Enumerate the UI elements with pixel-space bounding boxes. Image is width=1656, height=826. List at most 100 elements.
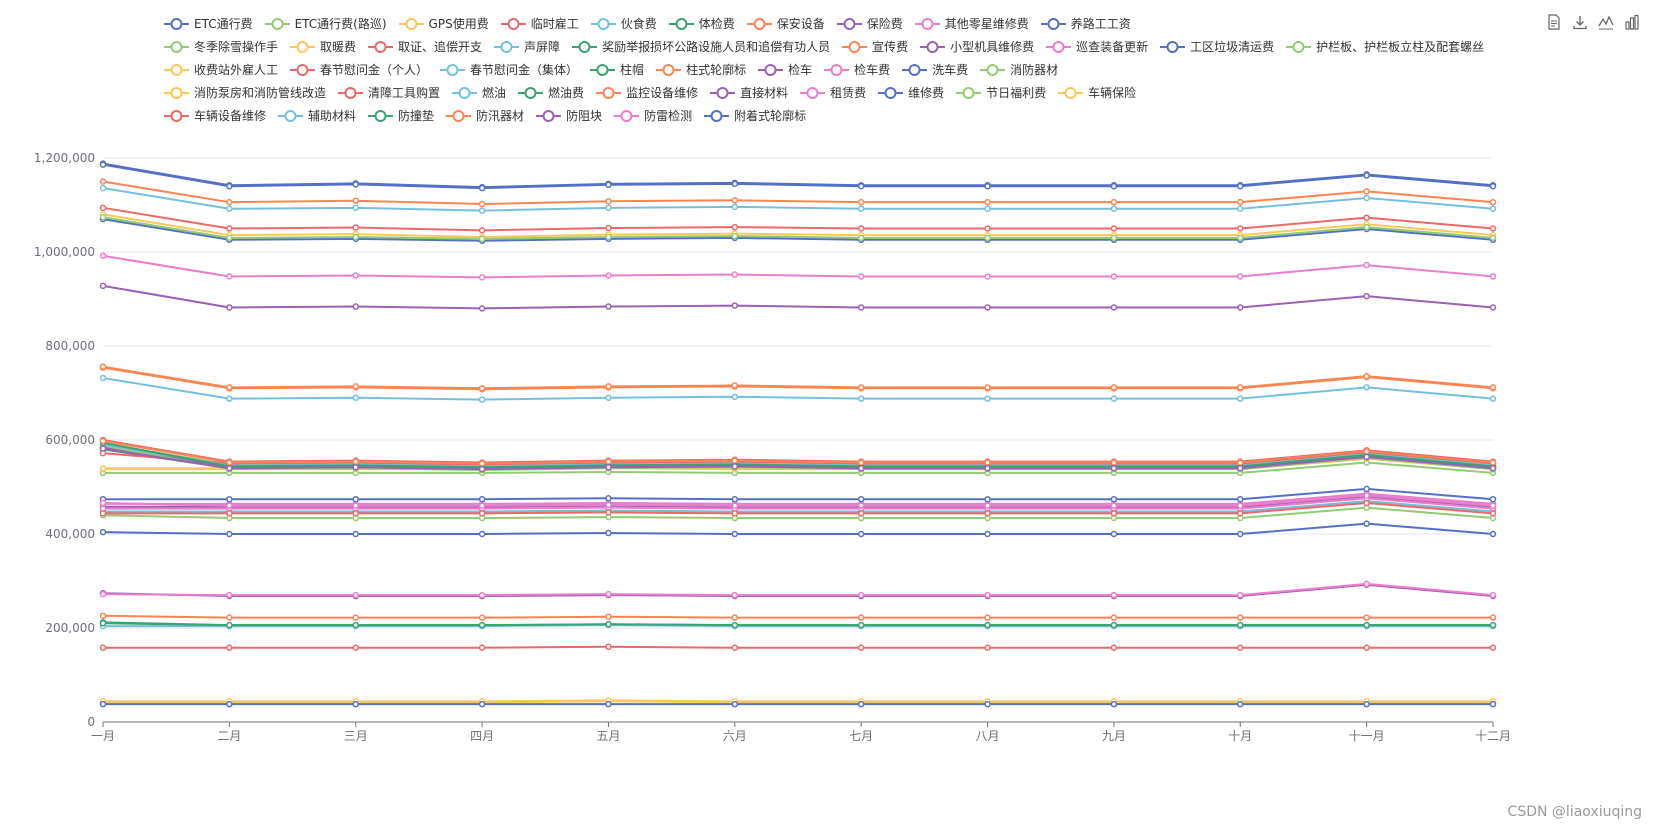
legend-item[interactable]: 保安设备 xyxy=(746,15,825,32)
data-point[interactable] xyxy=(731,495,739,503)
data-point[interactable] xyxy=(1110,459,1118,466)
data-point[interactable] xyxy=(605,529,612,537)
data-point[interactable] xyxy=(1363,453,1370,461)
data-point[interactable] xyxy=(1363,172,1370,179)
data-point[interactable] xyxy=(99,644,107,651)
bar-chart-icon[interactable] xyxy=(1624,14,1640,30)
series-line[interactable] xyxy=(102,365,1494,390)
data-point[interactable] xyxy=(1237,510,1244,517)
data-point[interactable] xyxy=(1489,502,1497,510)
data-point[interactable] xyxy=(1110,225,1118,232)
data-point[interactable] xyxy=(1110,614,1118,621)
data-point[interactable] xyxy=(605,590,612,598)
data-point[interactable] xyxy=(1489,234,1497,242)
data-point[interactable] xyxy=(478,591,486,599)
series-line[interactable] xyxy=(103,501,1494,515)
data-point[interactable] xyxy=(984,621,991,629)
data-point[interactable] xyxy=(605,620,612,628)
legend-item[interactable]: 消防泵房和消防管线改造 xyxy=(164,84,326,101)
data-point[interactable] xyxy=(1363,194,1370,202)
data-point[interactable] xyxy=(1363,384,1370,391)
data-point[interactable] xyxy=(731,302,739,309)
data-point[interactable] xyxy=(226,464,233,472)
data-point[interactable] xyxy=(1489,459,1497,466)
data-point[interactable] xyxy=(352,303,359,310)
data-point[interactable] xyxy=(1110,644,1118,651)
legend-item[interactable]: 取证、追偿开支 xyxy=(368,38,482,55)
data-point[interactable] xyxy=(1237,198,1244,206)
data-point[interactable] xyxy=(478,530,486,538)
data-point[interactable] xyxy=(731,621,739,629)
data-point[interactable] xyxy=(731,271,739,278)
data-point[interactable] xyxy=(1363,372,1370,380)
data-point[interactable] xyxy=(1110,384,1118,391)
data-point[interactable] xyxy=(857,644,865,651)
legend-item[interactable]: 车辆保险 xyxy=(1058,84,1136,101)
data-point[interactable] xyxy=(984,644,991,651)
data-point[interactable] xyxy=(352,272,359,279)
legend-item[interactable]: 车辆设备维修 xyxy=(164,107,266,124)
data-point[interactable] xyxy=(1363,499,1370,507)
data-point[interactable] xyxy=(478,644,486,651)
data-point[interactable] xyxy=(857,395,865,402)
data-point[interactable] xyxy=(226,459,233,466)
series-line[interactable] xyxy=(102,163,1494,190)
data-point[interactable] xyxy=(984,225,991,232)
data-point[interactable] xyxy=(605,613,612,620)
data-point[interactable] xyxy=(1110,395,1118,402)
legend-item[interactable]: 柱帽 xyxy=(590,61,644,78)
data-point[interactable] xyxy=(99,528,107,536)
legend-item[interactable]: 宣传费 xyxy=(842,38,908,55)
series-line[interactable] xyxy=(102,441,1494,469)
legend-item[interactable]: 防阻块 xyxy=(536,107,602,124)
data-point[interactable] xyxy=(1489,198,1497,206)
data-point[interactable] xyxy=(605,501,612,509)
legend-item[interactable]: 燃油 xyxy=(452,84,506,101)
data-point[interactable] xyxy=(605,204,612,212)
data-point[interactable] xyxy=(1489,700,1497,708)
data-point[interactable] xyxy=(99,178,107,185)
data-point[interactable] xyxy=(1489,395,1497,402)
data-point[interactable] xyxy=(1363,214,1370,221)
data-point[interactable] xyxy=(352,700,359,708)
data-point[interactable] xyxy=(1489,205,1497,213)
data-point[interactable] xyxy=(352,530,359,538)
data-point[interactable] xyxy=(605,197,612,205)
data-point[interactable] xyxy=(857,459,865,466)
data-point[interactable] xyxy=(99,437,107,445)
series-line[interactable] xyxy=(102,284,1494,310)
data-point[interactable] xyxy=(99,499,107,507)
data-point[interactable] xyxy=(984,614,991,621)
data-point[interactable] xyxy=(731,457,739,464)
data-point[interactable] xyxy=(1489,621,1497,629)
data-point[interactable] xyxy=(731,180,739,188)
series-line[interactable] xyxy=(102,614,1493,619)
data-point[interactable] xyxy=(1110,205,1118,213)
legend-item[interactable]: 护栏板、护栏板立柱及配套螺丝 xyxy=(1286,38,1484,55)
data-point[interactable] xyxy=(605,181,612,189)
line-chart-icon[interactable] xyxy=(1598,14,1614,30)
data-point[interactable] xyxy=(1110,182,1118,190)
data-point[interactable] xyxy=(99,282,107,290)
data-point[interactable] xyxy=(99,213,107,221)
data-point[interactable] xyxy=(478,227,486,234)
data-point[interactable] xyxy=(1363,644,1370,651)
series-line[interactable] xyxy=(103,492,1494,505)
data-point[interactable] xyxy=(1489,510,1497,517)
data-view-icon[interactable] xyxy=(1546,14,1562,30)
series-line[interactable] xyxy=(102,376,1494,401)
data-point[interactable] xyxy=(1237,495,1244,503)
series-line[interactable] xyxy=(102,213,1494,238)
data-point[interactable] xyxy=(478,495,486,503)
data-point[interactable] xyxy=(478,396,486,403)
series-line[interactable] xyxy=(102,162,1494,189)
data-point[interactable] xyxy=(857,530,865,538)
series-line[interactable] xyxy=(102,218,1494,242)
data-point[interactable] xyxy=(605,224,612,232)
data-point[interactable] xyxy=(352,510,359,517)
series-line[interactable] xyxy=(102,622,1493,627)
data-point[interactable] xyxy=(1489,614,1497,621)
legend-item[interactable]: 监控设备维修 xyxy=(596,84,698,101)
data-point[interactable] xyxy=(984,510,991,517)
data-point[interactable] xyxy=(478,274,486,281)
